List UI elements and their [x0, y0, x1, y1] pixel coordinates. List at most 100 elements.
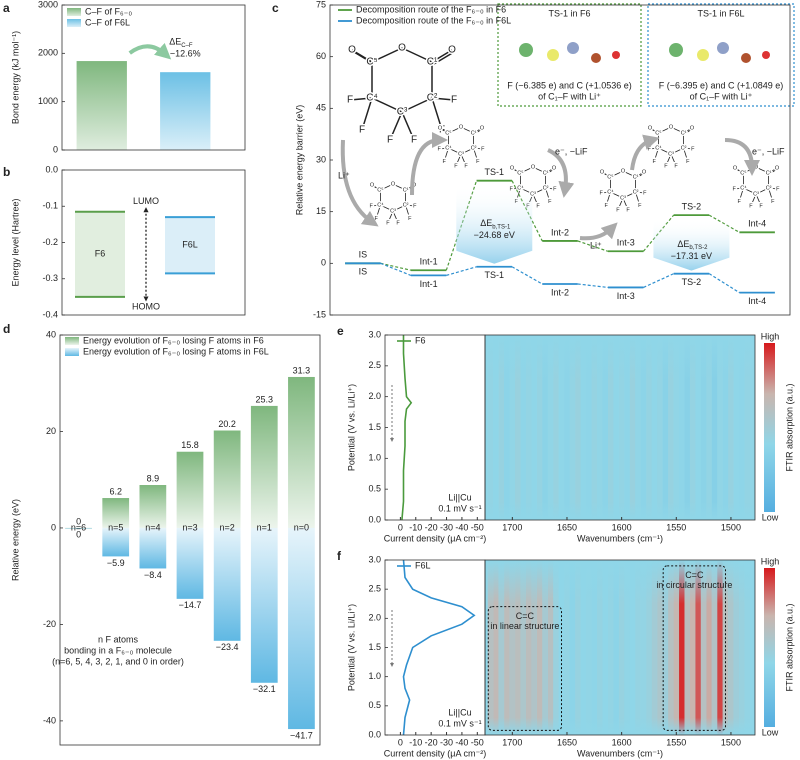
- heatmap-column: [700, 335, 707, 520]
- reaction-label: Li⁺: [590, 240, 602, 250]
- inset-line: F (−6.385 e) and C (+1.0536 e): [507, 80, 632, 90]
- heatmap-column: [618, 560, 625, 735]
- bond: [670, 147, 684, 155]
- level-label: Int-4: [748, 219, 766, 229]
- atom: F: [691, 146, 695, 152]
- bond: [650, 128, 660, 135]
- barrier-symbol: ΔE: [677, 239, 689, 249]
- bond: [617, 197, 624, 210]
- heatmap-column: [728, 560, 734, 735]
- reaction-arrow: [724, 138, 760, 176]
- atom: O: [648, 125, 653, 131]
- plot-frame: [61, 4, 246, 151]
- x-category-label: n=6: [71, 522, 86, 532]
- heatmap-column: [591, 335, 598, 520]
- bond: [601, 191, 611, 194]
- connector: [577, 240, 609, 252]
- atom: O: [398, 43, 406, 54]
- bar: [76, 61, 127, 150]
- atom: O: [459, 125, 464, 131]
- level-label: Int-1: [420, 279, 438, 289]
- atom: F: [643, 190, 647, 196]
- connector: [708, 273, 740, 294]
- barrier-arrow: [456, 184, 533, 264]
- homo-label: HOMO: [132, 301, 160, 311]
- bond: [520, 166, 534, 174]
- atom: C¹: [681, 130, 687, 136]
- y-tick-label: 0.0: [368, 729, 381, 739]
- colorbar-high: High: [761, 556, 780, 566]
- x-tick-label: 1500: [721, 737, 741, 747]
- heatmap-column: [635, 335, 641, 520]
- atom: C¹: [471, 130, 477, 136]
- heatmap-column: [640, 335, 647, 520]
- panel-label: b: [3, 165, 10, 179]
- atom: C³: [753, 191, 759, 197]
- colorbar: [764, 568, 775, 727]
- atom: O: [510, 165, 515, 171]
- x-tick-label: 0: [398, 737, 403, 747]
- atom: F: [674, 163, 678, 169]
- x-tick-label: -20: [425, 737, 438, 747]
- heatmap-column: [618, 335, 625, 520]
- heatmap-column: [668, 560, 674, 735]
- level-label: Int-3: [617, 238, 635, 248]
- atom: C¹: [766, 170, 772, 176]
- y-tick-label: 0.5: [368, 484, 381, 494]
- legend-label: F6L: [415, 560, 431, 570]
- bond: [546, 168, 556, 175]
- x-tick-label: 1650: [557, 522, 577, 532]
- atom: O: [775, 165, 780, 171]
- atom: O: [480, 125, 485, 131]
- bond: [755, 187, 769, 195]
- x-axis-label: Wavenumbers (cm⁻¹): [577, 533, 663, 543]
- heatmap-column: [575, 335, 581, 520]
- atom: F: [439, 125, 445, 136]
- y-tick-label: -0.3: [42, 273, 58, 283]
- bar: [250, 527, 278, 683]
- value-label: −14.7: [179, 600, 202, 610]
- level-name: F6L: [182, 240, 198, 250]
- bond: [653, 148, 659, 162]
- heatmap-column: [733, 335, 740, 520]
- y-tick-label: 1.5: [368, 422, 381, 432]
- bond: [532, 166, 546, 174]
- value-label: −8.4: [144, 570, 162, 580]
- y-tick-label: 0: [51, 522, 56, 532]
- region-label: C=C: [685, 570, 704, 580]
- atom: C¹: [403, 187, 409, 193]
- panel-label: f: [337, 549, 342, 563]
- region-label: in circular structure: [656, 580, 732, 590]
- y-axis-label: Potential (V vs. Li/Li⁺): [346, 604, 356, 691]
- atom: O: [754, 165, 759, 171]
- atom: C⁵: [740, 169, 746, 176]
- x-category-label: n=2: [220, 522, 235, 532]
- bar: [213, 527, 241, 641]
- cv-note: 0.1 mV s⁻¹: [438, 718, 481, 728]
- atom-blob: [697, 49, 709, 61]
- legend-label: C–F of F₆₋₀: [85, 6, 132, 16]
- bar: [288, 527, 315, 730]
- atom: C¹: [427, 57, 438, 68]
- region-box: [487, 606, 563, 731]
- bond: [387, 210, 394, 223]
- y-tick-label: 0: [53, 144, 58, 154]
- heatmap-column: [569, 335, 576, 520]
- atom: F: [454, 163, 458, 169]
- bond: [448, 126, 462, 134]
- plot-frame: [59, 334, 321, 746]
- bar: [213, 430, 241, 528]
- heatmap-column: [597, 560, 603, 735]
- heatmap-column: [602, 335, 608, 520]
- heatmap-column: [515, 560, 521, 735]
- cv-curve: [402, 559, 476, 736]
- bond: [473, 147, 483, 150]
- atom-blob: [519, 43, 533, 57]
- bond: [405, 204, 415, 207]
- heatmap-column: [493, 335, 499, 520]
- x-tick-label: -50: [471, 737, 484, 747]
- atom: F: [664, 163, 668, 169]
- value-label: 0: [76, 529, 81, 539]
- heatmap-column: [624, 335, 630, 520]
- atom: C⁴: [377, 202, 384, 209]
